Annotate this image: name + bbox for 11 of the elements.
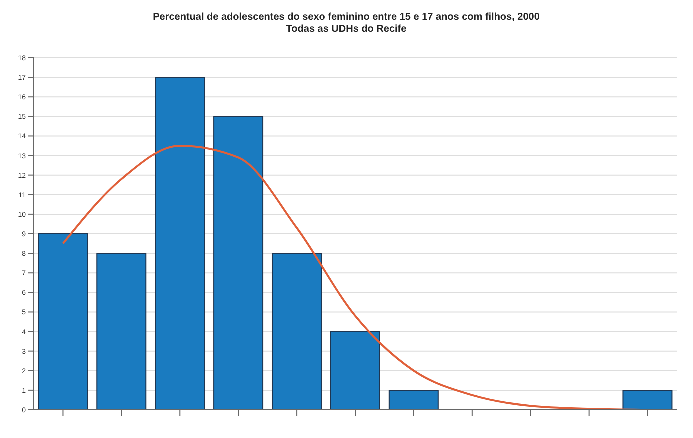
line-series — [62, 145, 649, 410]
bar — [272, 253, 322, 410]
bar — [96, 253, 147, 410]
bar — [388, 390, 439, 410]
chart-subtitle: Todas as UDHs do Recife — [285, 24, 408, 36]
bar — [155, 77, 206, 410]
bar — [622, 390, 673, 410]
chart-title: Percentual de adolescentes do sexo feminino entre 15 e 17 anos com filhos, 2000 — [152, 12, 541, 24]
bar — [38, 234, 88, 410]
bar — [330, 331, 380, 410]
bar — [214, 116, 264, 410]
